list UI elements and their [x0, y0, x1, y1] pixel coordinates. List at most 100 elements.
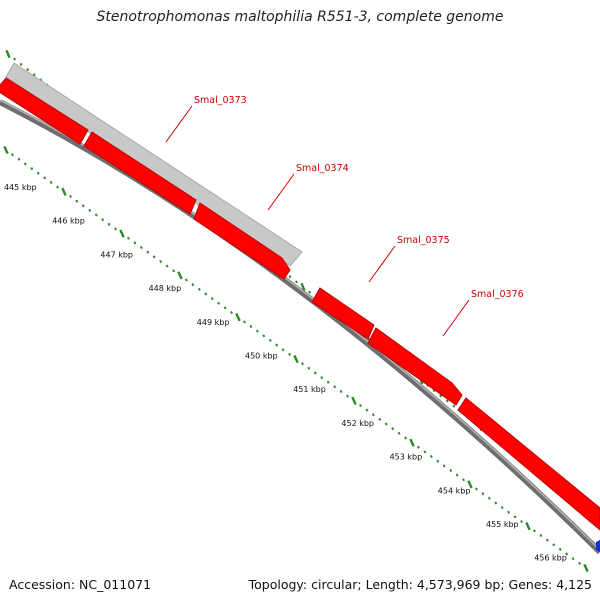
ruler-minor-tick [127, 236, 130, 240]
ruler-tick-label: 453 kbp [390, 453, 423, 462]
ruler-major-tick [351, 396, 357, 405]
ruler-minor-tick [288, 275, 292, 279]
ruler-minor-tick [249, 324, 253, 328]
gene-label-leader-line [368, 245, 396, 283]
ruler-minor-tick [320, 376, 324, 380]
ruler-major-tick [235, 313, 241, 322]
ruler-minor-tick [243, 320, 246, 324]
ruler-minor-tick [301, 362, 304, 366]
ruler-minor-tick [185, 278, 188, 282]
ruler-minor-tick [13, 57, 16, 61]
ruler-minor-tick [159, 259, 163, 263]
ruler-minor-tick [197, 287, 201, 291]
ruler-major-tick [409, 438, 415, 447]
ruler-tick-label: 451 kbp [293, 385, 326, 394]
ruler-minor-tick [281, 348, 285, 352]
ruler-minor-tick [359, 403, 362, 407]
ruler-minor-tick [313, 371, 317, 375]
gene-label[interactable]: Smal_0374 [296, 163, 349, 174]
ruler-minor-tick [94, 213, 98, 217]
ruler-tick-label: 449 kbp [197, 318, 230, 327]
ruler-minor-tick [43, 176, 47, 180]
gene-arrow-smal-0375[interactable] [311, 287, 463, 406]
ruler-minor-tick [146, 250, 150, 254]
ruler-major-tick [177, 271, 183, 280]
ruler-minor-tick [391, 427, 395, 431]
ruler-minor-tick [462, 478, 465, 482]
ruler-tick-label: 447 kbp [100, 250, 133, 259]
ruler-major-tick [293, 354, 299, 364]
ruler-minor-tick [346, 394, 349, 398]
ruler-tick-label: 456 kbp [534, 554, 567, 563]
ruler-minor-tick [56, 185, 59, 189]
ruler-minor-tick [69, 194, 72, 198]
ruler-minor-tick [223, 306, 227, 310]
ruler-minor-tick [558, 547, 562, 551]
ruler-minor-tick [17, 157, 21, 161]
ruler-minor-tick [545, 538, 549, 542]
ruler-major-tick [300, 282, 306, 292]
ruler-minor-tick [333, 385, 337, 389]
ruler-minor-tick [452, 404, 456, 408]
ruler-minor-tick [210, 297, 214, 301]
ruler-tick-label: 446 kbp [52, 217, 85, 226]
ruler-minor-tick [19, 62, 23, 66]
ruler-minor-tick [507, 510, 511, 514]
ruler-minor-tick [295, 280, 298, 284]
ruler-minor-tick [404, 436, 407, 440]
ruler-major-tick [467, 480, 473, 489]
ruler-minor-tick [500, 506, 504, 510]
ruler-minor-tick [442, 464, 446, 468]
ruler-minor-tick [107, 222, 111, 226]
ruler-minor-tick [165, 264, 169, 268]
ruler-minor-tick [339, 390, 343, 394]
gene-label[interactable]: Smal_0373 [194, 95, 247, 106]
ruler-minor-tick [365, 408, 369, 412]
ruler-minor-tick [494, 501, 498, 505]
ruler-major-tick [61, 187, 67, 196]
ruler-minor-tick [481, 492, 485, 496]
gene-arrow-smal-0374[interactable] [0, 77, 291, 280]
ruler-minor-tick [11, 153, 14, 157]
ruler-minor-tick [288, 352, 291, 356]
ruler-minor-tick [423, 450, 427, 454]
ruler-tick-label: 454 kbp [438, 486, 471, 495]
ruler-minor-tick [217, 301, 221, 305]
ruler-major-tick [583, 563, 589, 573]
ruler-minor-tick [262, 334, 266, 338]
ruler-minor-tick [30, 167, 34, 171]
ruler-minor-tick [487, 496, 491, 500]
ruler-minor-tick [36, 171, 40, 175]
gene-label[interactable]: Smal_0375 [397, 235, 450, 246]
gene-arrow-smal-0376[interactable] [457, 397, 600, 531]
ruler-minor-tick [539, 533, 543, 537]
ruler-minor-tick [23, 162, 27, 166]
ruler-minor-tick [81, 204, 85, 208]
gene-arrow-smal-0373[interactable] [5, 62, 303, 267]
ruler-tick-label: 452 kbp [341, 419, 374, 428]
gene-label[interactable]: Smal_0376 [471, 289, 524, 300]
ruler-major-tick [3, 145, 9, 155]
ruler-minor-tick [88, 208, 92, 212]
ruler-minor-tick [275, 343, 279, 347]
accession-text: Accession: NC_011071 [9, 577, 152, 592]
gene-label-leader-line [267, 173, 295, 211]
ruler-minor-tick [191, 283, 195, 287]
ruler-tick-label: 445 kbp [4, 183, 37, 192]
gene-label-leader-line [442, 299, 470, 337]
map-title: Stenotrophomonas maltophilia R551-3, com… [96, 9, 504, 25]
ruler-minor-tick [307, 366, 311, 370]
ruler-minor-tick [152, 255, 156, 259]
ruler-minor-tick [520, 520, 523, 524]
ruler-tick-label: 450 kbp [245, 352, 278, 361]
ruler-minor-tick [204, 292, 208, 296]
ruler-minor-tick [230, 311, 233, 315]
gene-label-leader-line [165, 105, 193, 143]
ruler-minor-tick [436, 459, 440, 463]
ruler-minor-tick [397, 431, 401, 435]
ruler-minor-tick [445, 399, 449, 403]
ruler-minor-tick [384, 422, 388, 426]
topology-text: Topology: circular; Length: 4,573,969 bp… [248, 577, 592, 592]
ruler-minor-tick [552, 543, 556, 547]
